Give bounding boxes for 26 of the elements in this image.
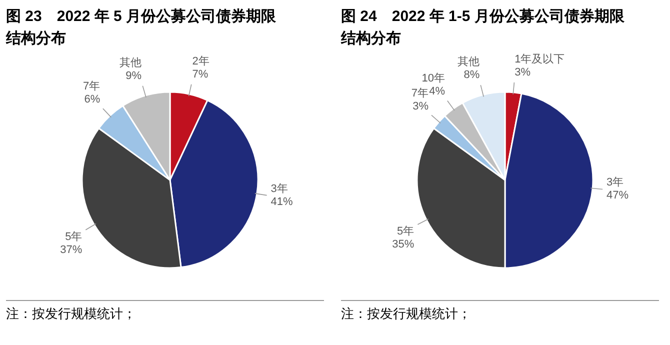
- slice-label: 7年: [83, 80, 100, 93]
- slice-label: 3年: [606, 176, 624, 189]
- text: 注：按发行规模统计；: [341, 300, 659, 323]
- slice-label: 5年: [396, 225, 414, 238]
- slice-label: 其他: [120, 56, 142, 70]
- slice-label: 1年及以下: [514, 52, 565, 66]
- data-label: 6%: [84, 94, 100, 106]
- text: 注：按发行规模统计；: [6, 300, 324, 323]
- slice-label: 其他: [458, 55, 480, 68]
- data-label: 7%: [192, 68, 208, 80]
- data-label: 4%: [429, 85, 446, 98]
- data-label: 35%: [392, 238, 414, 250]
- data-label: 37%: [60, 244, 82, 256]
- slice-label: 3年: [270, 182, 288, 195]
- data-label: 3%: [514, 66, 531, 78]
- data-label: 47%: [606, 190, 629, 202]
- data-label: 41%: [270, 196, 293, 208]
- slice-label: 5年: [65, 230, 82, 243]
- data-label: 9%: [126, 70, 142, 82]
- slice-label: 10年: [422, 72, 446, 84]
- data-label: 8%: [464, 69, 480, 82]
- chart-title: 图 24 2022 年 1-5 月份公募公司债券期限结构分布: [341, 7, 626, 49]
- chart-title: 图 23 2022 年 5 月份公募公司债券期限结构分布: [6, 7, 278, 49]
- slice-label: 2年: [192, 55, 210, 68]
- slice-label: 7年: [411, 88, 428, 100]
- data-label: 3%: [412, 100, 429, 113]
